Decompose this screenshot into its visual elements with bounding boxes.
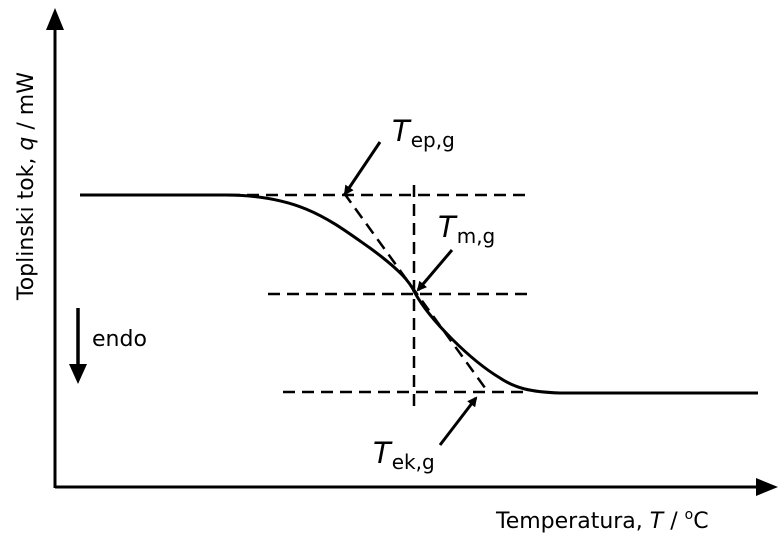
x-axis-label-suffix: / xyxy=(663,509,684,533)
t-ep-label: Tep,g xyxy=(392,114,455,152)
t-m-arrow xyxy=(416,249,454,292)
x-axis-arrowhead xyxy=(756,478,778,496)
inflection-tangent-line xyxy=(342,192,490,393)
x-axis-label-degree: o xyxy=(685,507,694,523)
x-axis-label-prefix: Temperatura, xyxy=(495,509,650,533)
t-ek-subscript: ek,g xyxy=(392,450,435,474)
t-m-subscript: m,g xyxy=(457,224,496,248)
t-m-label: Tm,g xyxy=(438,210,495,248)
y-axis-label-symbol: q xyxy=(14,137,39,151)
t-ep-subscript: ep,g xyxy=(411,128,455,152)
t-ek-symbol: T xyxy=(373,436,393,470)
heat-flow-curve xyxy=(80,193,758,395)
t-ep-symbol: T xyxy=(392,114,412,148)
t-ep-arrow xyxy=(343,141,382,196)
y-axis-arrowhead xyxy=(46,8,64,30)
t-ek-arrow xyxy=(438,396,478,446)
construction-lines xyxy=(228,185,530,412)
y-axis-label-suffix: / mW xyxy=(14,72,39,137)
endo-arrowhead xyxy=(69,364,87,384)
y-axis-label-prefix: Toplinski tok, xyxy=(14,151,39,301)
endo-label: endo xyxy=(92,327,147,352)
x-axis-label-unit: C xyxy=(693,509,708,533)
x-axis-label: Temperatura, T / oC xyxy=(495,507,709,533)
y-axis-label: Toplinski tok, q / mW xyxy=(14,72,39,301)
t-ek-label: Tek,g xyxy=(373,436,435,474)
t-m-symbol: T xyxy=(438,210,458,244)
x-axis-label-symbol: T xyxy=(650,509,665,533)
